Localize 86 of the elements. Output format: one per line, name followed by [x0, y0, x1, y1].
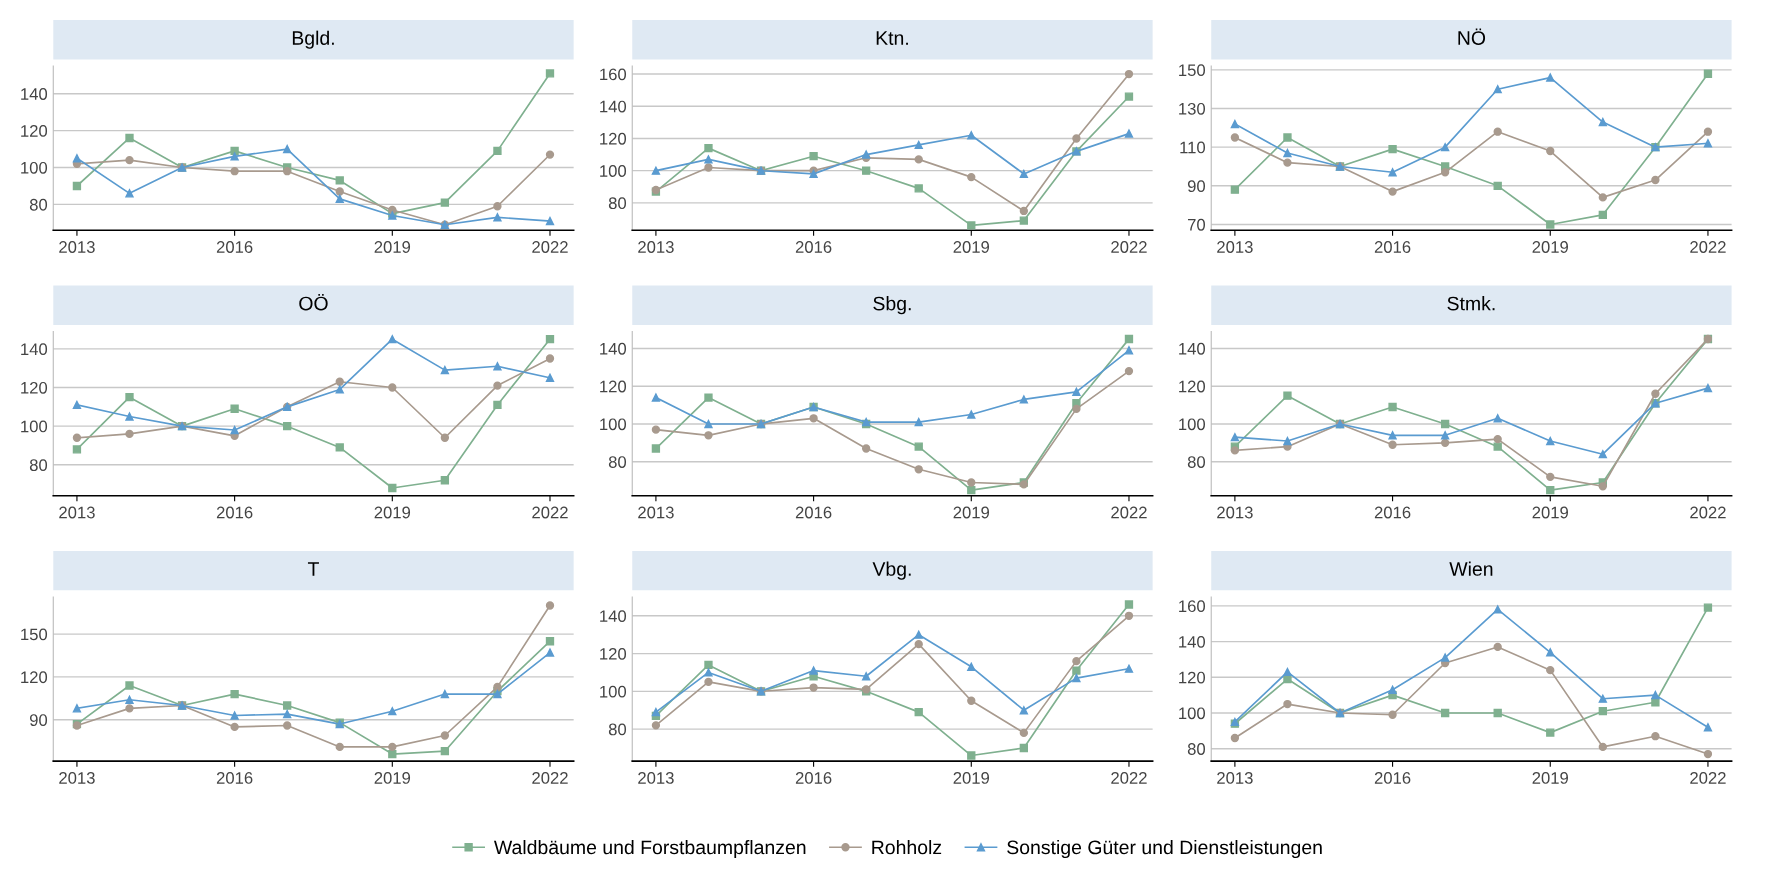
y-tick-label: 120	[21, 671, 48, 684]
x-tick-label: 2013	[59, 772, 95, 784]
x-tick-label: 2019	[374, 241, 411, 253]
y-tick-label: 100	[600, 685, 627, 698]
x-tick-label: 2013	[59, 506, 95, 519]
x-tick-label: 2019	[953, 772, 990, 784]
y-tick-label: 80	[608, 456, 627, 468]
x-tick-label: 2013	[638, 772, 674, 784]
x-tick-label: 2019	[1532, 241, 1569, 253]
y-tick-label: 160	[600, 68, 627, 81]
x-tick-label: 2022	[1111, 772, 1147, 784]
y-tick-label: 140	[600, 100, 627, 113]
legend-label: Sonstige Güter und Dienstleistungen	[1007, 839, 1322, 859]
x-tick-label: 2016	[216, 506, 253, 519]
chart-title: OÖ	[299, 293, 328, 311]
x-tick-label: 2022	[1690, 506, 1726, 519]
y-tick-label: 80	[29, 459, 48, 472]
x-tick-label: 2019	[374, 506, 411, 519]
x-tick-label: 2022	[1111, 241, 1147, 253]
y-tick-label: 80	[608, 723, 627, 736]
y-tick-label: 80	[1187, 456, 1206, 468]
y-tick-label: 100	[600, 418, 627, 431]
y-tick-label: 80	[608, 197, 627, 210]
y-tick-label: 120	[1179, 671, 1206, 684]
x-tick-label: 2022	[532, 772, 568, 784]
chart-title: T	[307, 562, 319, 576]
y-tick-label: 140	[21, 88, 48, 100]
x-tick-label: 2016	[795, 241, 832, 253]
x-tick-label: 2022	[1111, 506, 1147, 519]
x-tick-label: 2016	[1374, 506, 1411, 519]
x-tick-label: 2019	[953, 506, 990, 519]
chart-title: Ktn.	[876, 31, 908, 45]
x-tick-label: 2016	[795, 772, 832, 784]
x-tick-label: 2022	[1690, 772, 1726, 784]
y-tick-label: 100	[21, 161, 48, 174]
y-tick-label: 110	[1180, 141, 1206, 154]
y-tick-label: 150	[1179, 64, 1206, 77]
chart-title: Stmk.	[1447, 296, 1495, 311]
chart-title: Wien	[1449, 561, 1493, 576]
chart-title: Sbg.	[873, 296, 911, 315]
x-tick-label: 2013	[638, 506, 674, 519]
y-tick-label: 100	[1179, 418, 1206, 431]
y-tick-label: 140	[1179, 635, 1206, 648]
x-tick-label: 2013	[638, 241, 674, 253]
x-tick-label: 2022	[1690, 241, 1726, 253]
y-tick-label: 120	[1179, 380, 1206, 393]
y-tick-label: 70	[1187, 218, 1206, 231]
y-tick-label: 140	[21, 343, 48, 356]
y-tick-label: 160	[1179, 600, 1206, 613]
y-tick-label: 120	[21, 381, 48, 394]
y-tick-label: 140	[600, 342, 627, 355]
x-tick-label: 2019	[1532, 506, 1569, 519]
x-tick-label: 2013	[1217, 241, 1253, 253]
x-tick-label: 2013	[59, 241, 95, 253]
y-tick-label: 100	[1179, 707, 1206, 720]
x-tick-label: 2016	[1374, 241, 1411, 253]
x-tick-label: 2016	[216, 772, 253, 784]
legend-label: Rohholz	[872, 839, 942, 855]
y-tick-label: 90	[29, 714, 48, 726]
y-tick-label: 120	[600, 380, 627, 393]
chart-title: NÖ	[1458, 28, 1486, 45]
y-tick-label: 100	[600, 165, 627, 177]
x-tick-label: 2013	[1217, 506, 1253, 519]
x-tick-label: 2016	[795, 506, 832, 519]
y-tick-label: 120	[600, 132, 627, 145]
x-tick-label: 2022	[532, 241, 568, 253]
x-tick-label: 2022	[532, 506, 568, 519]
y-tick-label: 100	[21, 420, 48, 433]
chart-title: Vbg.	[872, 561, 911, 580]
y-tick-label: 140	[600, 610, 627, 623]
y-tick-label: 140	[1179, 342, 1206, 355]
x-tick-label: 2013	[1217, 772, 1253, 784]
y-tick-label: 80	[29, 198, 48, 211]
chart-title: Bgld.	[292, 30, 334, 49]
y-tick-label: 80	[1187, 743, 1206, 755]
x-tick-label: 2016	[216, 241, 253, 253]
legend-label: Waldbäume und Forstbaumpflanzen	[493, 839, 806, 859]
y-tick-label: 90	[1187, 180, 1206, 193]
y-tick-label: 120	[21, 125, 48, 137]
y-tick-label: 130	[1179, 102, 1206, 115]
x-tick-label: 2019	[953, 241, 990, 253]
y-tick-label: 150	[21, 628, 48, 641]
x-tick-label: 2019	[374, 772, 411, 784]
y-tick-label: 120	[600, 647, 627, 660]
x-tick-label: 2019	[1532, 772, 1569, 784]
x-tick-label: 2016	[1374, 772, 1411, 784]
